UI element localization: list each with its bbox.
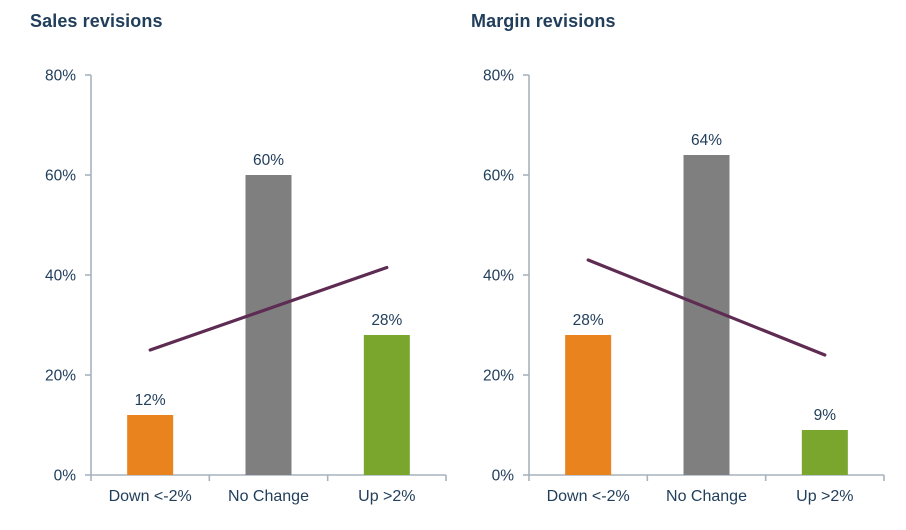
category-label: No Change [228, 488, 309, 505]
value-label: 12% [135, 392, 166, 409]
value-label: 60% [253, 152, 284, 169]
category-label: Down <-2% [109, 488, 192, 505]
y-tick-label: 60% [483, 168, 514, 185]
value-label: 64% [691, 132, 722, 149]
y-tick-label: 80% [483, 68, 514, 85]
trend-line [148, 265, 389, 352]
y-tick-label: 0% [492, 468, 515, 485]
sales-revisions-title: Sales revisions [30, 11, 163, 31]
sales-revisions-chart: Sales revisions 0% 20% 40% 60% 80% 12% Down <-… [30, 11, 447, 505]
bar-down-2 [565, 335, 612, 475]
value-label: 9% [814, 407, 837, 424]
bar-up-2 [363, 335, 410, 475]
margin-revisions-chart: Margin revisions 0% 20% 40% 60% 80% 28% Down <… [453, 0, 906, 530]
y-tick-label: 40% [45, 268, 76, 285]
margin-revisions-plot: 0% 20% 40% 60% 80% 28% Down <-2% 64% No Change 9%… [483, 68, 885, 505]
y-tick-label: 80% [45, 68, 76, 85]
value-label: 28% [573, 312, 604, 329]
y-tick-label: 40% [483, 268, 514, 285]
category-label: Up >2% [358, 488, 415, 505]
trend-line [586, 258, 827, 357]
bar-no-change [245, 175, 292, 475]
margin-revisions-title: Margin revisions [471, 11, 616, 31]
category-label: Up >2% [796, 488, 853, 505]
bar-up-2 [801, 430, 848, 475]
y-tick-label: 0% [54, 468, 77, 485]
value-label: 28% [371, 312, 402, 329]
y-tick-label: 60% [45, 168, 76, 185]
bar-down-2 [127, 415, 174, 475]
sales-revisions-plot: 0% 20% 40% 60% 80% 12% Down <-2% 60% No Change 28… [45, 68, 447, 505]
y-tick-label: 20% [45, 368, 76, 385]
category-label: Down <-2% [547, 488, 630, 505]
category-label: No Change [666, 488, 747, 505]
y-tick-label: 20% [483, 368, 514, 385]
